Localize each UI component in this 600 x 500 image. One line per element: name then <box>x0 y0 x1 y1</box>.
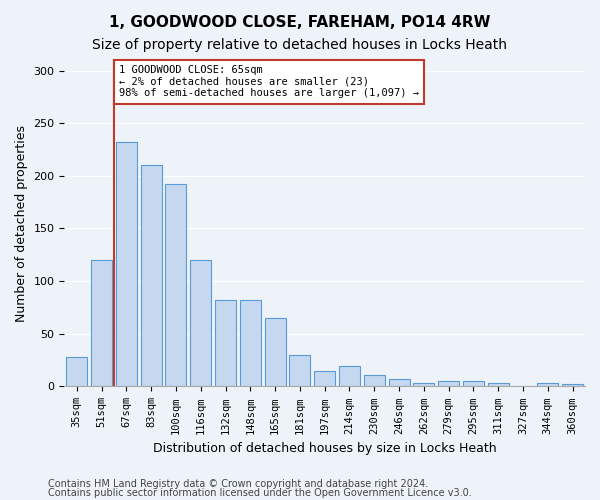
Bar <box>463 381 484 386</box>
Bar <box>488 384 509 386</box>
Bar <box>265 318 286 386</box>
Bar <box>339 366 360 386</box>
Bar <box>215 300 236 386</box>
Bar <box>413 384 434 386</box>
Bar <box>537 384 559 386</box>
Bar <box>314 370 335 386</box>
Bar <box>190 260 211 386</box>
Text: 1, GOODWOOD CLOSE, FAREHAM, PO14 4RW: 1, GOODWOOD CLOSE, FAREHAM, PO14 4RW <box>109 15 491 30</box>
Text: Contains HM Land Registry data © Crown copyright and database right 2024.: Contains HM Land Registry data © Crown c… <box>48 479 428 489</box>
Text: Size of property relative to detached houses in Locks Heath: Size of property relative to detached ho… <box>92 38 508 52</box>
Bar <box>66 357 88 386</box>
Bar <box>240 300 261 386</box>
Bar <box>140 166 162 386</box>
Text: 1 GOODWOOD CLOSE: 65sqm
← 2% of detached houses are smaller (23)
98% of semi-det: 1 GOODWOOD CLOSE: 65sqm ← 2% of detached… <box>119 66 419 98</box>
Bar <box>289 355 310 386</box>
Text: Contains public sector information licensed under the Open Government Licence v3: Contains public sector information licen… <box>48 488 472 498</box>
Bar <box>91 260 112 386</box>
Bar <box>116 142 137 386</box>
X-axis label: Distribution of detached houses by size in Locks Heath: Distribution of detached houses by size … <box>153 442 497 455</box>
Bar <box>562 384 583 386</box>
Bar <box>389 379 410 386</box>
Bar <box>438 381 459 386</box>
Bar <box>166 184 187 386</box>
Y-axis label: Number of detached properties: Number of detached properties <box>15 124 28 322</box>
Bar <box>364 375 385 386</box>
